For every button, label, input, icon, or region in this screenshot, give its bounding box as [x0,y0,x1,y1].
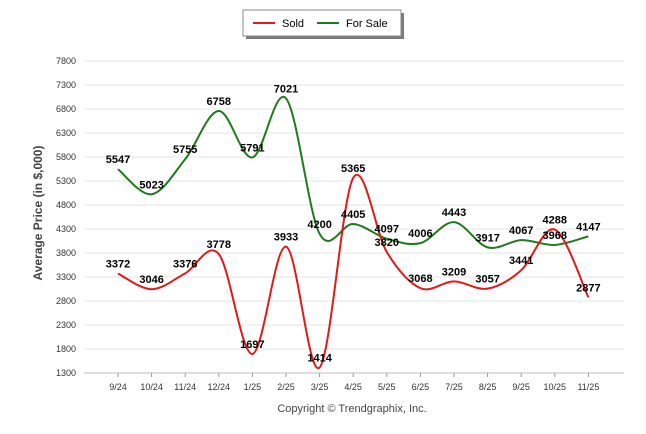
y-tick-label: 7800 [56,56,76,66]
data-label-for-sale: 6758 [207,96,231,108]
x-tick-label: 11/25 [577,382,599,392]
x-tick-label: 9/25 [512,382,530,392]
data-label-sold: 3372 [106,259,130,271]
data-label-sold: 3933 [274,232,298,244]
y-tick-label: 3300 [56,272,76,282]
data-label-sold: 2877 [576,282,600,294]
x-tick-label: 4/25 [344,382,362,392]
x-tick-label: 2/25 [277,382,295,392]
data-label-sold: 3778 [207,239,231,251]
x-tick-label: 9/24 [109,382,127,392]
legend-label-for-sale: For Sale [346,18,388,30]
data-label-for-sale: 5791 [240,142,264,154]
y-tick-label: 6300 [56,128,76,138]
x-tick-label: 6/25 [412,382,430,392]
series-line-for-sale [117,95,589,249]
data-label-sold: 3057 [475,274,499,286]
data-labels: 3372 3046 3376 3778 1697 3933 1414 5365 3820 3068… [106,83,601,364]
data-label-for-sale: 4443 [442,207,466,219]
legend: Sold For Sale [242,9,404,39]
x-tick-label: 10/24 [140,382,163,392]
copyright-credit: Copyright © Trendgraphix, Inc. [277,403,426,415]
y-tick-label: 3800 [56,248,76,258]
data-label-for-sale: 5023 [139,179,163,191]
data-label-for-sale: 5755 [173,144,197,156]
data-label-sold: 3068 [408,273,432,285]
data-label-sold: 1697 [240,339,264,351]
data-label-for-sale: 4405 [341,209,365,221]
x-tick-label: 12/24 [208,382,231,392]
data-label-sold: 1414 [307,353,332,365]
y-tick-label: 5800 [56,152,76,162]
y-tick-label: 6800 [56,104,76,114]
y-tick-label: 1300 [56,368,76,378]
data-label-for-sale: 7021 [274,83,298,95]
data-label-sold: 3209 [442,266,466,278]
data-label-sold: 3820 [375,237,399,249]
data-label-sold: 5365 [341,163,365,175]
y-tick-label: 4300 [56,224,76,234]
x-tick-label: 1/25 [244,382,262,392]
data-label-for-sale: 3968 [543,230,567,242]
x-tick-label: 10/25 [544,382,567,392]
data-label-for-sale: 3917 [475,232,499,244]
x-tick-label: 5/25 [378,382,396,392]
y-tick-label: 1800 [56,344,76,354]
series-lines [117,95,590,369]
y-axis-ticks: 1300 1800 2300 2800 3300 3800 4300 4800 5300 5800… [56,56,76,378]
data-label-for-sale: 5547 [106,154,130,166]
data-label-sold: 4288 [543,215,567,227]
y-tick-label: 2800 [56,296,76,306]
y-tick-label: 7300 [56,80,76,90]
x-tick-label: 3/25 [311,382,329,392]
series-line-sold [117,173,590,369]
x-tick-label: 7/25 [445,382,463,392]
data-label-for-sale: 4097 [375,224,399,236]
data-label-for-sale: 4006 [408,228,432,240]
data-label-sold: 3046 [139,274,163,286]
data-label-for-sale: 4067 [509,225,533,237]
y-tick-label: 2300 [56,320,76,330]
legend-label-sold: Sold [282,18,304,30]
y-axis-title: Average Price (in $,000) [31,146,45,281]
data-label-for-sale: 4200 [307,219,331,231]
x-tick-label: 11/24 [174,382,196,392]
y-tick-label: 5300 [56,176,76,186]
x-axis-ticks: 9/24 10/24 11/24 12/24 1/25 2/25 3/25 4/25 5/25 6… [109,373,599,392]
x-tick-label: 8/25 [479,382,497,392]
y-tick-label: 4800 [56,200,76,210]
gridlines [84,60,624,374]
data-label-sold: 3376 [173,258,197,270]
data-label-for-sale: 4147 [576,221,600,233]
data-label-sold: 3441 [509,255,533,267]
